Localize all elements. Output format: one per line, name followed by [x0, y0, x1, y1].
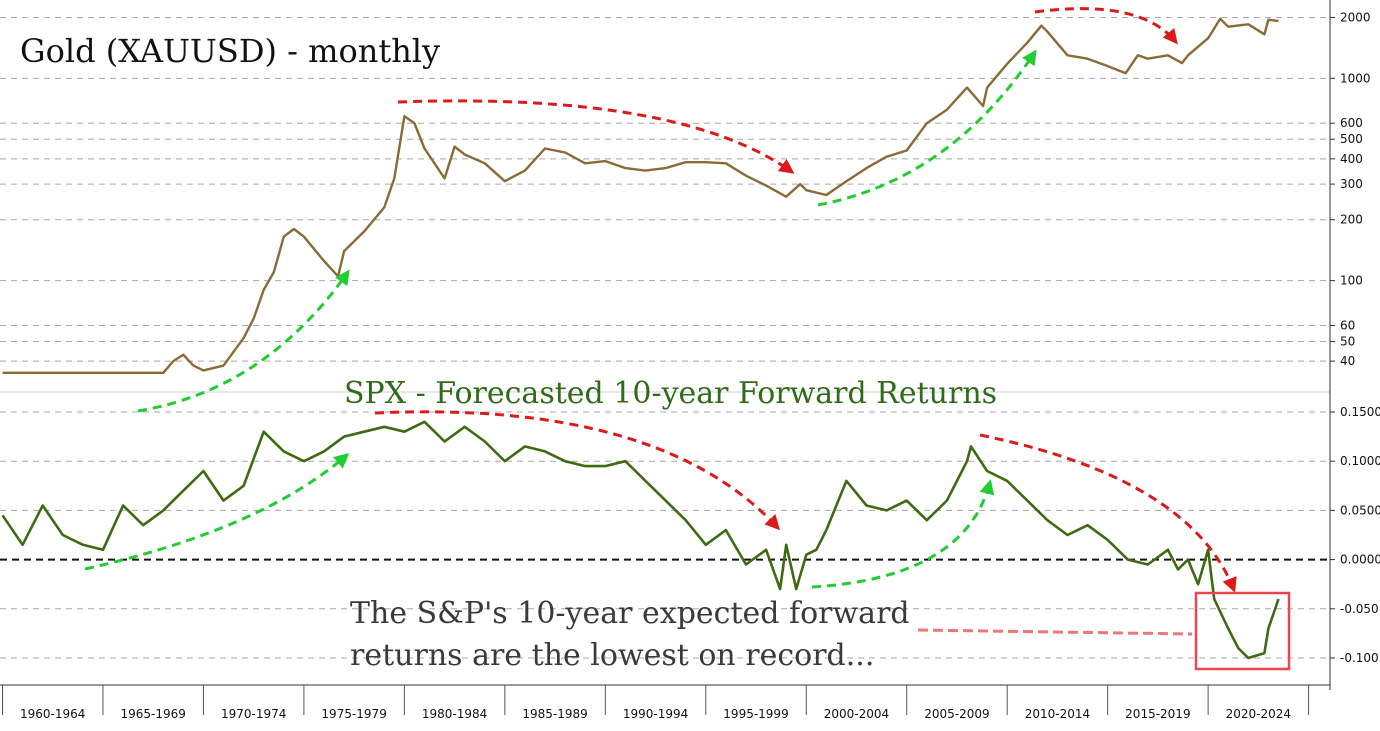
x-tick-label: 2010-2014 — [1025, 707, 1090, 721]
highlight-box — [1194, 591, 1291, 671]
gold-chart-title: Gold (XAUUSD) - monthly — [20, 32, 440, 70]
spx-y-axis: 0.1500 0.1000 0.0500 0.0000 -0.050 -0.100 — [1330, 405, 1380, 665]
gold-y-tick-label: 400 — [1340, 152, 1363, 166]
spx-y-tick-label: 0.1500 — [1340, 405, 1380, 419]
gold-y-tick-label: 40 — [1340, 354, 1355, 368]
x-tick-label: 1970-1974 — [221, 707, 286, 721]
gold-gridlines — [0, 16, 1330, 362]
spx-y-tick-label: -0.050 — [1340, 602, 1379, 616]
gold-y-tick-label: 300 — [1340, 177, 1363, 191]
gold-up-arrow-2 — [817, 49, 1037, 207]
annotation-line-1: The S&P's 10-year expected forward — [350, 596, 910, 631]
gold-y-tick-label: 100 — [1340, 274, 1363, 288]
spx-y-tick-label: 0.0500 — [1340, 503, 1380, 517]
gold-y-tick-label: 2000 — [1340, 10, 1371, 24]
gold-down-arrow-2 — [1034, 7, 1178, 45]
x-tick-label: 2000-2004 — [824, 707, 889, 721]
gold-y-tick-label: 1000 — [1340, 71, 1371, 85]
spx-gridlines — [0, 411, 1330, 659]
gold-price-line — [2, 17, 1279, 374]
spx-y-tick-label: 0.0000 — [1340, 553, 1380, 567]
x-tick-label: 1960-1964 — [20, 707, 85, 721]
spx-y-tick-label: 0.1000 — [1340, 454, 1380, 468]
x-tick-label: 1995-1999 — [723, 707, 788, 721]
x-axis: 1960-1964 1965-1969 1970-1974 1975-1979 1980… — [0, 684, 1330, 721]
spx-up-arrow-2 — [811, 479, 995, 589]
annotation-arrows — [84, 7, 1237, 636]
gold-y-axis: 2000 1000 600 500 400 300 200 100 60 50 40 — [1330, 10, 1371, 368]
gold-panel: 2000 1000 600 500 400 300 200 100 60 50 40 Gold (X… — [0, 10, 1371, 374]
spx-y-tick-label: -0.100 — [1340, 651, 1379, 665]
gold-y-tick-label: 200 — [1340, 213, 1363, 227]
x-tick-label: 1965-1969 — [120, 707, 185, 721]
gold-y-tick-label: 50 — [1340, 334, 1355, 348]
gold-up-arrow-1 — [137, 269, 350, 413]
x-tick-label: 1990-1994 — [623, 707, 688, 721]
x-tick-label: 2015-2019 — [1125, 707, 1190, 721]
gold-down-arrow-1 — [397, 99, 795, 174]
spx-up-arrow-1 — [84, 453, 350, 571]
x-tick-label: 2005-2009 — [924, 707, 989, 721]
x-tick-label: 1980-1984 — [422, 707, 487, 721]
x-axis-ticks: 1960-1964 1965-1969 1970-1974 1975-1979 1980… — [2, 685, 1310, 721]
gold-y-tick-label: 500 — [1340, 132, 1363, 146]
spx-down-arrow-2 — [979, 433, 1237, 593]
x-tick-label: 1985-1989 — [522, 707, 587, 721]
x-tick-label: 1975-1979 — [321, 707, 386, 721]
annotation-line-2: returns are the lowest on record... — [350, 638, 874, 673]
gold-y-tick-label: 600 — [1340, 116, 1363, 130]
spx-forward-return-line — [1, 420, 1280, 660]
spx-chart-title: SPX - Forecasted 10-year Forward Returns — [344, 376, 997, 411]
x-tick-label: 2020-2024 — [1226, 707, 1291, 721]
spx-down-arrow-1 — [374, 410, 781, 531]
annotation-pointer — [917, 628, 1193, 636]
spx-panel: 0.1500 0.1000 0.0500 0.0000 -0.050 -0.100 SPX… — [0, 376, 1380, 665]
gold-y-tick-label: 60 — [1340, 318, 1355, 332]
